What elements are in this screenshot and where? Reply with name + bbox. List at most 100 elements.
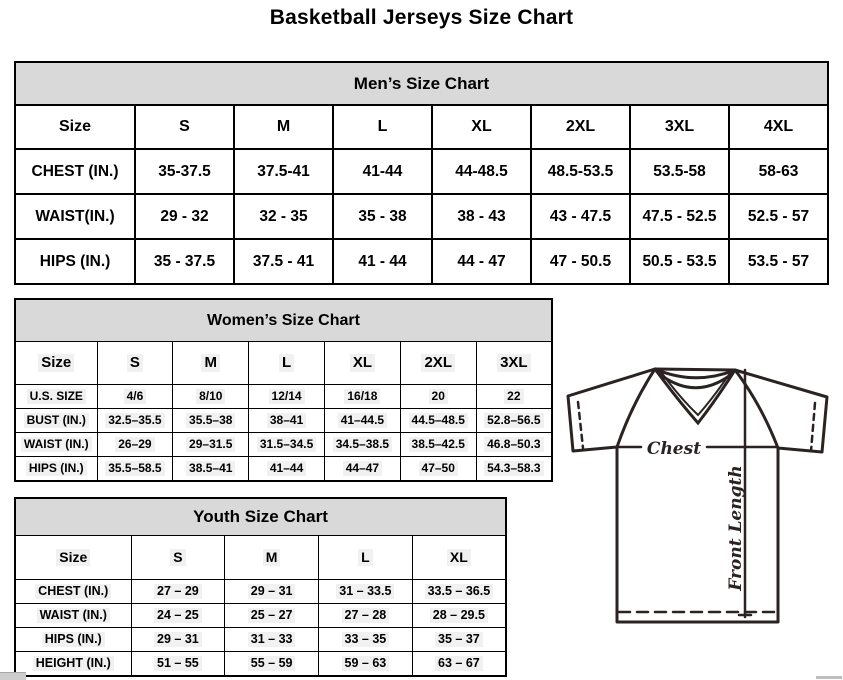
page-title: Basketball Jerseys Size Chart: [269, 6, 574, 29]
chest-label: Chest: [647, 439, 701, 459]
mens-cell: 37.5 - 41: [233, 238, 334, 285]
mens-col-header: L: [332, 104, 433, 150]
womens-cell: 44–47: [323, 456, 401, 482]
youth-cell: 29 – 31: [130, 627, 226, 652]
mens-cell: 41-44: [332, 148, 433, 195]
youth-chart-title: Youth Size Chart: [14, 497, 507, 536]
mens-col-header: 2XL: [530, 104, 631, 150]
youth-cell: 31 – 33.5: [318, 579, 413, 604]
womens-cell: 35.5–58.5: [96, 456, 174, 482]
womens-size-chart-table: Women’s Size Chart Size S M L XL 2XL 3XL…: [14, 298, 553, 482]
youth-cell: 35 – 37: [411, 627, 507, 652]
womens-cell: 12/14: [248, 384, 325, 409]
mens-cell: 41 - 44: [332, 238, 433, 285]
youth-cell: 24 – 25: [130, 603, 226, 628]
womens-cell: 16/18: [323, 384, 401, 409]
womens-cell: 4/6: [96, 384, 174, 409]
womens-col-header: L: [248, 341, 325, 385]
womens-cell: 38.5–41: [172, 456, 250, 482]
mens-size-chart-table: Men’s Size Chart Size S M L XL 2XL 3XL 4…: [14, 61, 829, 285]
mens-cell: 37.5-41: [233, 148, 334, 195]
mens-row-label: CHEST (IN.): [14, 148, 136, 195]
jersey-diagram-icon: Chest Front Length: [566, 367, 829, 624]
youth-cell: 51 – 55: [130, 651, 226, 677]
front-length-measure-line: [737, 368, 753, 619]
mens-col-header: 3XL: [629, 104, 730, 150]
youth-chest-row: CHEST (IN.) 27 – 29 29 – 31 31 – 33.5 33…: [14, 579, 507, 604]
womens-col-header: M: [172, 341, 250, 385]
scrollbar-fragment-left[interactable]: [0, 672, 26, 680]
womens-cell: 22: [475, 384, 553, 409]
womens-cell: 41–44: [248, 456, 325, 482]
youth-cell: 31 – 33: [224, 627, 319, 652]
womens-cell: 44.5–48.5: [399, 408, 477, 433]
womens-cell: 34.5–38.5: [323, 432, 401, 457]
womens-cell: 41–44.5: [323, 408, 401, 433]
jersey-left-sleeve: [566, 367, 657, 453]
womens-cell: 32.5–35.5: [96, 408, 174, 433]
youth-row-label: HEIGHT (IN.): [14, 651, 132, 677]
youth-cell: 27 – 29: [130, 579, 226, 604]
womens-us-size-row: U.S. SIZE 4/6 8/10 12/14 16/18 20 22: [14, 384, 553, 409]
mens-cell: 48.5-53.5: [530, 148, 631, 195]
youth-hips-row: HIPS (IN.) 29 – 31 31 – 33 33 – 35 35 – …: [14, 627, 507, 652]
womens-cell: 20: [399, 384, 477, 409]
youth-cell: 55 – 59: [224, 651, 319, 677]
womens-cell: 31.5–34.5: [248, 432, 325, 457]
front-length-label: Front Length: [726, 465, 746, 591]
youth-cell: 27 – 28: [318, 603, 413, 628]
womens-cell: 54.3–58.3: [475, 456, 553, 482]
youth-col-header: S: [130, 535, 226, 580]
mens-col-header: 4XL: [728, 104, 829, 150]
mens-cell: 50.5 - 53.5: [629, 238, 730, 285]
mens-col-header: XL: [431, 104, 532, 150]
womens-col-header: Size: [14, 341, 98, 385]
womens-col-header: S: [96, 341, 174, 385]
mens-cell: 44-48.5: [431, 148, 532, 195]
womens-row-label: U.S. SIZE: [14, 384, 98, 409]
mens-cell: 47 - 50.5: [530, 238, 631, 285]
mens-cell: 52.5 - 57: [728, 193, 829, 240]
youth-row-label: WAIST (IN.): [14, 603, 132, 628]
mens-row-label: HIPS (IN.): [14, 238, 136, 285]
youth-col-header: L: [318, 535, 413, 580]
jersey-right-sleeve: [733, 368, 829, 454]
mens-waist-row: WAIST(IN.) 29 - 32 32 - 35 35 - 38 38 - …: [14, 193, 829, 240]
youth-cell: 28 – 29.5: [411, 603, 507, 628]
youth-cell: 33.5 – 36.5: [411, 579, 507, 604]
youth-row-label: CHEST (IN.): [14, 579, 132, 604]
right-cuff-dashed-line: [809, 401, 817, 453]
womens-col-header: XL: [323, 341, 401, 385]
womens-col-header: 2XL: [399, 341, 477, 385]
womens-hips-row: HIPS (IN.) 35.5–58.5 38.5–41 41–44 44–47…: [14, 456, 553, 482]
mens-cell: 53.5 - 57: [728, 238, 829, 285]
mens-chart-title: Men’s Size Chart: [14, 61, 829, 106]
womens-cell: 38.5–42.5: [399, 432, 477, 457]
mens-cell: 35 - 37.5: [134, 238, 235, 285]
mens-row-label: WAIST(IN.): [14, 193, 136, 240]
womens-waist-row: WAIST (IN.) 26–29 29–31.5 31.5–34.5 34.5…: [14, 432, 553, 457]
youth-size-chart-table: Youth Size Chart Size S M L XL CHEST (IN…: [14, 497, 507, 677]
youth-col-header: XL: [411, 535, 507, 580]
mens-cell: 43 - 47.5: [530, 193, 631, 240]
youth-col-header: M: [224, 535, 319, 580]
jersey-collar-inner: [660, 371, 731, 417]
mens-cell: 32 - 35: [233, 193, 334, 240]
womens-cell: 35.5–38: [172, 408, 250, 433]
mens-cell: 47.5 - 52.5: [629, 193, 730, 240]
womens-cell: 52.8–56.5: [475, 408, 553, 433]
mens-col-header: M: [233, 104, 334, 150]
youth-cell: 29 – 31: [224, 579, 319, 604]
scrollbar-fragment-right[interactable]: [816, 676, 842, 679]
youth-cell: 59 – 63: [318, 651, 413, 677]
mens-cell: 38 - 43: [431, 193, 532, 240]
youth-cell: 63 – 67: [411, 651, 507, 677]
womens-bust-row: BUST (IN.) 32.5–35.5 35.5–38 38–41 41–44…: [14, 408, 553, 433]
youth-col-header: Size: [14, 535, 132, 580]
mens-col-header: S: [134, 104, 235, 150]
youth-cell: 25 – 27: [224, 603, 319, 628]
womens-col-header: 3XL: [475, 341, 553, 385]
mens-cell: 44 - 47: [431, 238, 532, 285]
youth-waist-row: WAIST (IN.) 24 – 25 25 – 27 27 – 28 28 –…: [14, 603, 507, 628]
womens-row-label: WAIST (IN.): [14, 432, 98, 457]
